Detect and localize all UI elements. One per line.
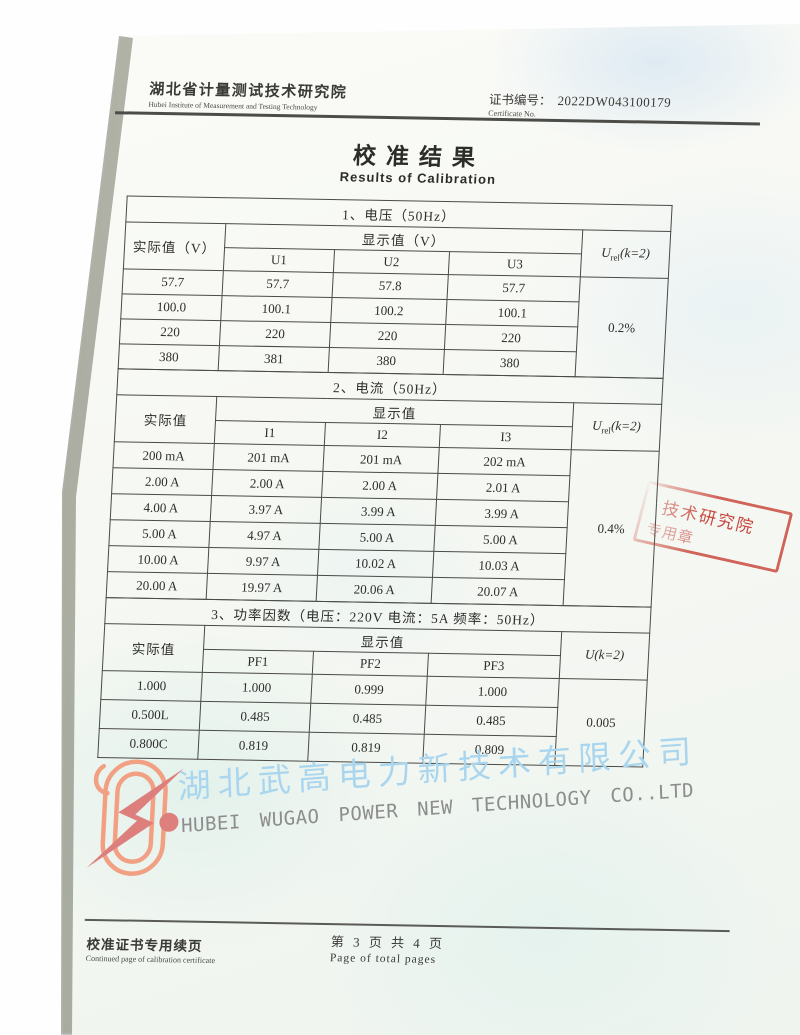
- value-cell: 380: [118, 343, 220, 371]
- value-cell: 9.97 A: [207, 547, 319, 576]
- certificate-number-label: 证书编号：: [488, 92, 552, 108]
- voltage-table: 1、电压（50Hz） 实际值（V） 显示值（V） Urel(k=2) U1 U2…: [118, 195, 673, 379]
- actual-value-header: 实际值: [114, 394, 217, 444]
- value-cell: 100.0: [120, 293, 223, 321]
- value-cell: 3.99 A: [435, 499, 569, 528]
- phase-header-pf3: PF3: [427, 653, 561, 679]
- company-logo: [86, 759, 184, 876]
- phase-header-i3: I3: [439, 424, 573, 450]
- value-cell: 20.06 A: [316, 575, 433, 604]
- value-cell: 1.000: [425, 676, 560, 708]
- value-cell: 200 mA: [112, 441, 215, 470]
- value-cell: 20.07 A: [431, 577, 565, 606]
- page-number-cn: 第 3 页 共 4 页: [330, 934, 446, 952]
- phase-header-u1: U1: [223, 247, 335, 273]
- page-content: 湖北省计量测试技术研究院 Hubei Institute of Measurem…: [9, 36, 794, 1027]
- value-cell: 201 mA: [212, 443, 325, 472]
- results-tables: 1、电压（50Hz） 实际值（V） 显示值（V） Urel(k=2) U1 U2…: [97, 195, 673, 768]
- uncertainty-header: Urel(k=2): [580, 229, 671, 279]
- value-cell: 2.00 A: [211, 469, 323, 498]
- value-cell: 1.000: [100, 670, 203, 702]
- footer-left-block: 校准证书专用续页 Continued page of calibration c…: [86, 933, 217, 965]
- page-number-block: 第 3 页 共 4 页 Page of total pages: [330, 931, 446, 966]
- value-cell: 0.500L: [99, 699, 201, 731]
- phase-header-i2: I2: [324, 422, 441, 448]
- value-cell: 0.999: [310, 674, 428, 706]
- lightning-bolt-icon: [86, 768, 184, 868]
- value-cell: 3.99 A: [320, 497, 437, 526]
- issuer-block: 湖北省计量测试技术研究院 Hubei Institute of Measurem…: [148, 78, 348, 112]
- value-cell: 19.97 A: [206, 573, 318, 602]
- value-cell: 5.00 A: [433, 525, 568, 554]
- actual-value-header: 实际值: [102, 623, 205, 673]
- uncertainty-header: U(k=2): [559, 631, 650, 681]
- value-cell: 57.8: [332, 272, 449, 300]
- uncertainty-value: 0.2%: [575, 276, 669, 379]
- value-cell: 57.7: [222, 270, 334, 298]
- value-cell: 2.00 A: [321, 471, 438, 500]
- phase-header-u2: U2: [333, 249, 450, 275]
- value-cell: 10.00 A: [107, 545, 209, 574]
- value-cell: 2.01 A: [436, 473, 570, 502]
- value-cell: 0.485: [309, 703, 426, 735]
- phase-header-i1: I1: [214, 420, 326, 446]
- value-cell: 5.00 A: [318, 523, 436, 552]
- value-cell: 3.97 A: [210, 495, 322, 524]
- value-cell: 1.000: [200, 672, 313, 704]
- value-cell: 220: [119, 318, 221, 346]
- value-cell: 100.1: [220, 295, 333, 323]
- actual-value-header: 实际值（V）: [123, 221, 226, 271]
- certificate-number-block: 证书编号： 2022DW043100179 Certificate No.: [488, 89, 672, 121]
- phase-header-u3: U3: [448, 251, 582, 277]
- value-cell: 100.1: [445, 299, 580, 327]
- value-cell: 380: [443, 349, 577, 377]
- uncertainty-header: Urel(k=2): [571, 402, 662, 452]
- value-cell: 4.00 A: [110, 493, 212, 522]
- continued-page-label-cn: 校准证书专用续页: [86, 936, 203, 954]
- value-cell: 4.97 A: [208, 521, 321, 550]
- value-cell: 57.7: [447, 274, 581, 302]
- value-cell: 5.00 A: [108, 519, 211, 548]
- continued-page-label-en: Continued page of calibration certificat…: [85, 953, 216, 966]
- phase-header-pf1: PF1: [202, 649, 314, 675]
- value-cell: 20.00 A: [106, 571, 208, 600]
- value-cell: 0.485: [424, 705, 558, 737]
- value-cell: 220: [329, 322, 446, 350]
- logo-dot: [159, 812, 179, 832]
- logo-clip-inner: [112, 771, 156, 864]
- value-cell: 201 mA: [322, 445, 440, 474]
- value-cell: 202 mA: [437, 447, 572, 476]
- issuer-name-cn: 湖北省计量测试技术研究院: [148, 81, 348, 102]
- phase-header-pf2: PF2: [312, 651, 429, 677]
- current-table: 2、电流（50Hz） 实际值 显示值 Urel(k=2) I1 I2 I3 20…: [106, 368, 664, 608]
- value-cell: 2.00 A: [111, 467, 213, 496]
- value-cell: 0.485: [199, 701, 311, 733]
- value-cell: 10.03 A: [432, 551, 566, 580]
- value-cell: 220: [219, 320, 331, 348]
- certificate-number: 2022DW043100179: [557, 92, 672, 110]
- footer-divider: [84, 918, 730, 933]
- value-cell: 380: [328, 347, 445, 375]
- page-number-en: Page of total pages: [329, 952, 437, 966]
- value-cell: 381: [218, 345, 330, 373]
- value-cell: 10.02 A: [317, 549, 434, 578]
- value-cell: 220: [444, 324, 578, 352]
- value-cell: 57.7: [122, 268, 224, 296]
- value-cell: 100.2: [330, 297, 448, 325]
